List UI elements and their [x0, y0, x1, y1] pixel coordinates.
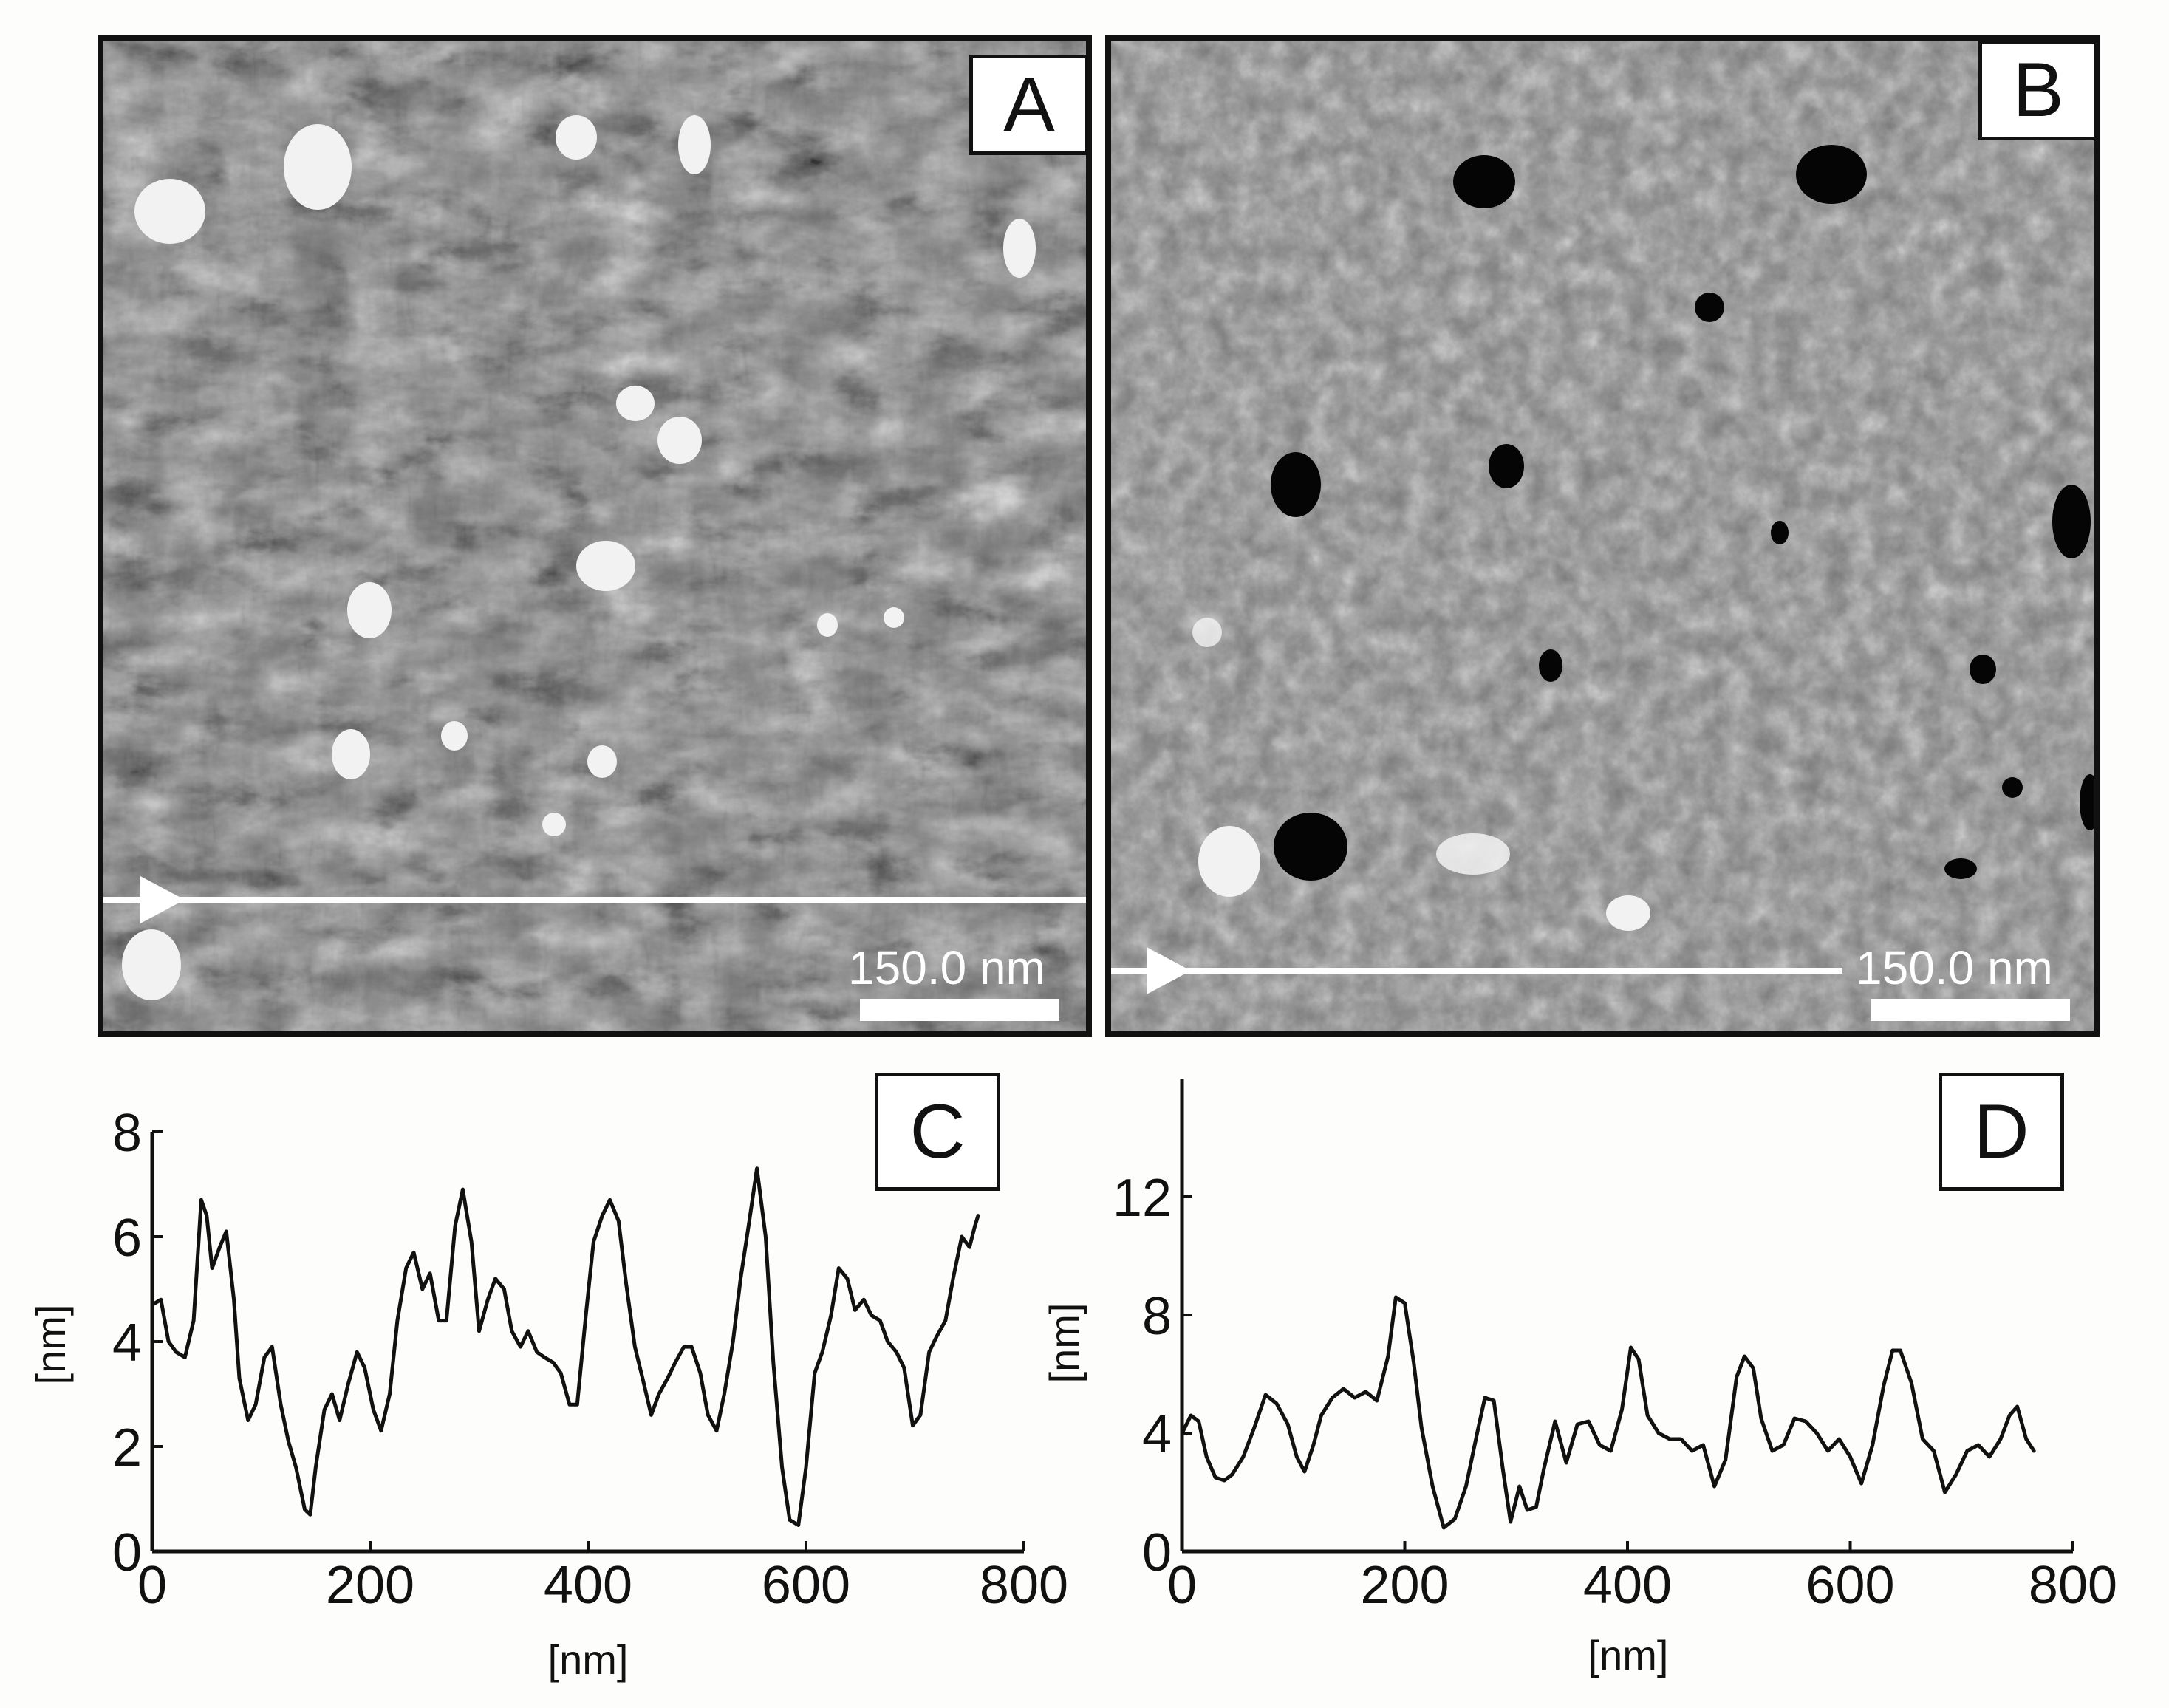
y-tick-label-d: 8	[1142, 1287, 1172, 1346]
panel-label-a: A	[969, 55, 1089, 155]
x-tick-label-c: 600	[762, 1556, 850, 1615]
afm-image-a	[98, 35, 1092, 1037]
x-tick-label-d: 600	[1806, 1556, 1894, 1615]
x-tick-label-d: 0	[1167, 1556, 1197, 1615]
x-tick-label-d: 200	[1360, 1556, 1449, 1615]
scale-bar-b	[1871, 999, 2070, 1021]
panel-label-c: C	[875, 1073, 1000, 1191]
particles-b	[1192, 618, 1650, 931]
height-profile-line-d	[1180, 1295, 2036, 1530]
x-tick-label-c: 400	[544, 1556, 632, 1615]
x-axis-title-c: [nm]	[548, 1636, 629, 1683]
y-tick-label-d: 0	[1142, 1523, 1172, 1582]
y-tick-label-c: 6	[112, 1209, 142, 1268]
afm-texture-b	[1111, 41, 2094, 1031]
height-profile-line-c	[150, 1166, 980, 1527]
y-axis-title-d: [nm]	[1041, 1303, 1087, 1384]
afm-image-b	[1105, 35, 2100, 1037]
x-tick-label-d: 400	[1583, 1556, 1672, 1615]
y-tick-label-c: 8	[112, 1104, 142, 1163]
profile-arrow-b	[1147, 947, 1191, 994]
afm-texture-a	[103, 41, 1086, 1031]
y-tick-label-c: 0	[112, 1523, 142, 1582]
particles-a	[122, 115, 1036, 1000]
y-tick-label-c: 2	[112, 1418, 142, 1478]
x-tick-label-d: 800	[2029, 1556, 2117, 1615]
x-tick-label-c: 200	[326, 1556, 414, 1615]
x-tick-label-c: 0	[137, 1556, 167, 1615]
x-tick-label-c: 800	[980, 1556, 1068, 1615]
profile-arrow-a	[140, 876, 185, 923]
panel-label-b: B	[1978, 40, 2098, 140]
scale-bar-label-a: 150.0 nm	[848, 941, 1045, 994]
y-axis-title-c: [nm]	[27, 1305, 74, 1385]
scale-bar-label-b: 150.0 nm	[1856, 941, 2053, 994]
panel-label-d: D	[1939, 1073, 2064, 1191]
y-tick-label-c: 4	[112, 1314, 142, 1373]
y-tick-label-d: 4	[1142, 1405, 1172, 1464]
scale-bar-a	[860, 999, 1059, 1021]
y-tick-label-d: 12	[1113, 1169, 1172, 1228]
x-axis-title-d: [nm]	[1588, 1632, 1669, 1678]
pores-b	[1271, 145, 2094, 881]
